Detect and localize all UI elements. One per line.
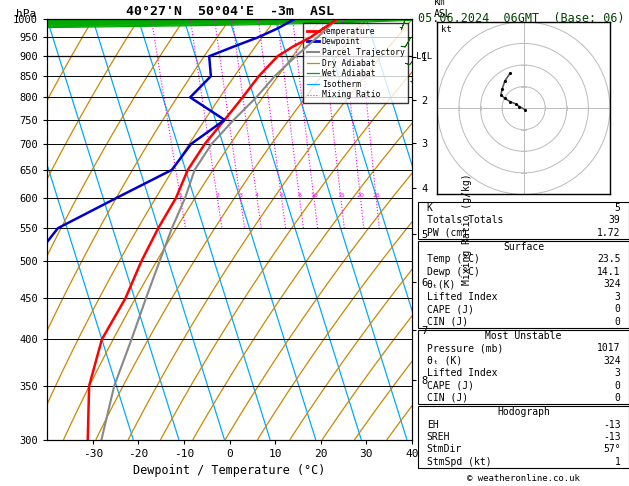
Text: 1.72: 1.72: [597, 228, 621, 238]
Text: 1017: 1017: [597, 343, 621, 353]
Text: 20: 20: [357, 193, 364, 198]
Text: -13: -13: [603, 432, 621, 442]
Text: 5: 5: [615, 203, 621, 213]
Text: Pressure (mb): Pressure (mb): [426, 343, 503, 353]
Text: 14.1: 14.1: [597, 267, 621, 277]
Text: 3: 3: [238, 193, 242, 198]
Text: Lifted Index: Lifted Index: [426, 292, 497, 302]
Text: 324: 324: [603, 279, 621, 289]
Text: 15: 15: [337, 193, 345, 198]
Text: Lifted Index: Lifted Index: [426, 368, 497, 378]
Text: hPa: hPa: [16, 9, 36, 18]
Text: SREH: SREH: [426, 432, 450, 442]
Text: CAPE (J): CAPE (J): [426, 304, 474, 314]
Title: 40°27'N  50°04'E  -3m  ASL: 40°27'N 50°04'E -3m ASL: [126, 5, 333, 18]
Text: 23.5: 23.5: [597, 255, 621, 264]
Text: 6: 6: [279, 193, 284, 198]
Text: 0: 0: [615, 316, 621, 327]
Text: Dewp (°C): Dewp (°C): [426, 267, 479, 277]
Text: 10: 10: [310, 193, 318, 198]
Text: PW (cm): PW (cm): [426, 228, 468, 238]
Text: CAPE (J): CAPE (J): [426, 381, 474, 391]
Bar: [418, 330, 629, 404]
Text: 2: 2: [215, 193, 220, 198]
Text: LCL: LCL: [416, 52, 431, 61]
Text: Hodograph: Hodograph: [497, 407, 550, 417]
Text: CIN (J): CIN (J): [426, 393, 468, 403]
Y-axis label: Mixing Ratio (g/kg): Mixing Ratio (g/kg): [462, 174, 472, 285]
Text: 0: 0: [615, 381, 621, 391]
Text: Most Unstable: Most Unstable: [486, 331, 562, 341]
Legend: Temperature, Dewpoint, Parcel Trajectory, Dry Adiabat, Wet Adiabat, Isotherm, Mi: Temperature, Dewpoint, Parcel Trajectory…: [303, 23, 408, 103]
Text: 1: 1: [179, 193, 182, 198]
Text: Totals Totals: Totals Totals: [426, 215, 503, 226]
Text: θₜ (K): θₜ (K): [426, 356, 462, 365]
Text: kt: kt: [441, 25, 452, 35]
Text: K: K: [426, 203, 433, 213]
Text: 3: 3: [615, 292, 621, 302]
Text: Temp (°C): Temp (°C): [426, 255, 479, 264]
Text: 3: 3: [615, 368, 621, 378]
Text: km
ASL: km ASL: [434, 0, 452, 18]
Text: 8: 8: [298, 193, 301, 198]
Text: CIN (J): CIN (J): [426, 316, 468, 327]
Text: 1: 1: [615, 457, 621, 467]
Text: 324: 324: [603, 356, 621, 365]
Text: θₜ(K): θₜ(K): [426, 279, 456, 289]
Bar: [418, 406, 629, 468]
Text: 0: 0: [615, 304, 621, 314]
Text: 05.06.2024  06GMT  (Base: 06): 05.06.2024 06GMT (Base: 06): [418, 12, 625, 25]
Text: 0: 0: [615, 393, 621, 403]
Text: StmSpd (kt): StmSpd (kt): [426, 457, 491, 467]
Text: © weatheronline.co.uk: © weatheronline.co.uk: [467, 474, 580, 483]
Text: Surface: Surface: [503, 242, 544, 252]
Text: EH: EH: [426, 419, 438, 430]
Text: -13: -13: [603, 419, 621, 430]
Text: 39: 39: [609, 215, 621, 226]
Bar: [418, 241, 629, 328]
Text: 4: 4: [255, 193, 259, 198]
Text: 57°: 57°: [603, 445, 621, 454]
Text: 25: 25: [372, 193, 380, 198]
X-axis label: Dewpoint / Temperature (°C): Dewpoint / Temperature (°C): [133, 465, 326, 477]
Bar: [418, 202, 629, 239]
Text: StmDir: StmDir: [426, 445, 462, 454]
